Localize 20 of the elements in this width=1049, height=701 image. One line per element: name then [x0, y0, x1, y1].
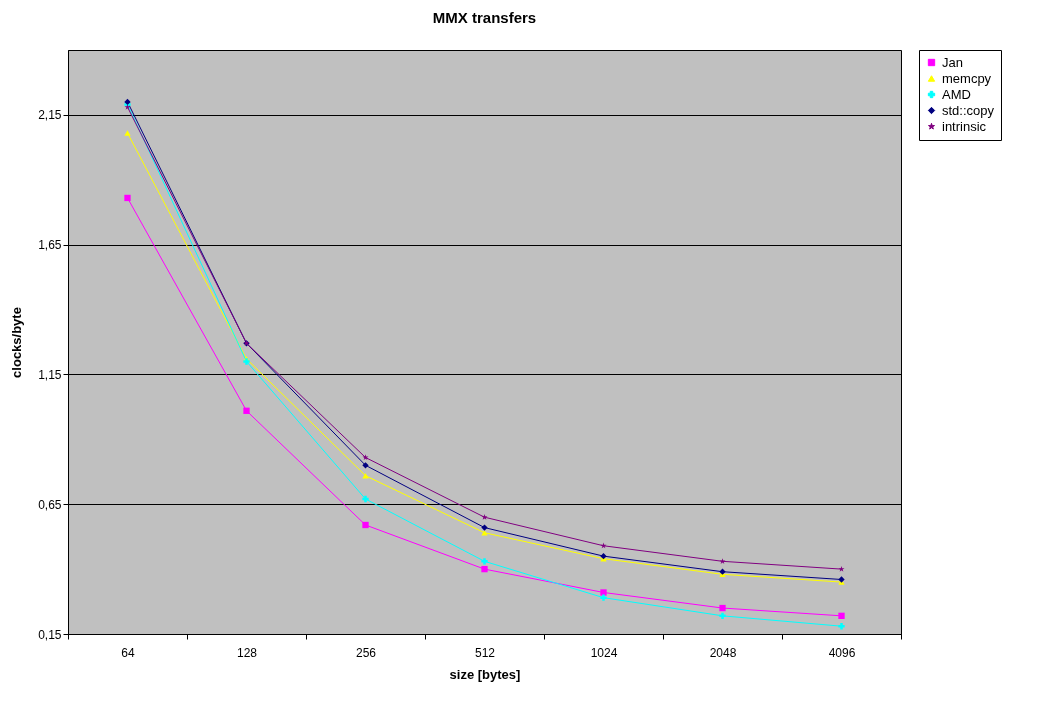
x-tick-label: 64 [121, 645, 135, 660]
y-tick-label: 1,65 [38, 238, 62, 253]
y-axis-title: clocks/byte [9, 307, 25, 378]
y-tick-label: 1,15 [38, 367, 62, 382]
legend-label: Jan [942, 54, 963, 70]
x-tick-label: 2048 [709, 645, 737, 660]
y-tick-label: 0,65 [38, 497, 62, 512]
x-tick-label: 256 [355, 645, 377, 660]
x-tick-label: 512 [474, 645, 496, 660]
chart-title: MMX transfers [432, 8, 537, 26]
legend-label: intrinsic [942, 118, 987, 134]
legend-label: AMD [942, 86, 971, 102]
y-tick-label: 2,15 [38, 108, 62, 123]
x-tick-label: 128 [236, 645, 258, 660]
y-tick-label: 0,15 [38, 627, 62, 642]
x-tick-label: 1024 [590, 645, 618, 660]
x-tick-label: 4096 [828, 645, 856, 660]
legend-label: std::copy [942, 102, 995, 118]
x-axis-title: size [bytes] [449, 666, 521, 682]
legend-label: memcpy [942, 70, 992, 86]
